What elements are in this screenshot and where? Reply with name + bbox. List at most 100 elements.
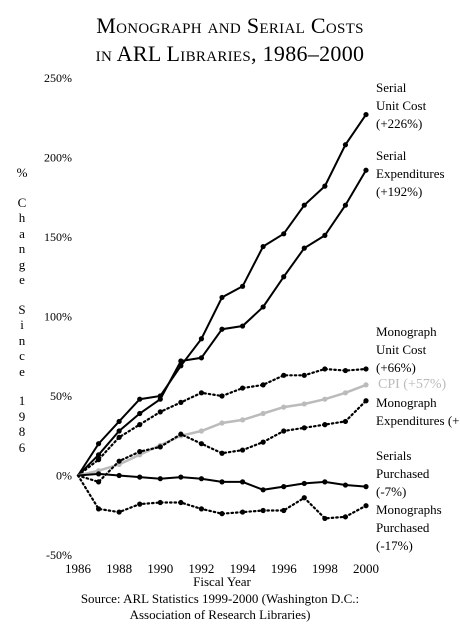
y-axis-label-word: % [16, 165, 28, 180]
y-tick-label: 50% [50, 389, 72, 403]
x-tick-label: 2000 [353, 561, 379, 576]
data-point [239, 479, 246, 485]
series-label: (+192%) [376, 184, 422, 199]
y-tick-label: -50% [46, 548, 72, 562]
chart-title-line-2: in ARL Libraries, 1986–2000 [95, 41, 365, 66]
data-point [363, 111, 369, 118]
x-axis-label: Fiscal Year [193, 574, 251, 589]
data-point [322, 183, 328, 189]
data-point [219, 450, 225, 456]
data-point [95, 452, 102, 458]
data-point [239, 509, 246, 515]
data-point [260, 439, 266, 445]
data-point [281, 274, 287, 280]
x-tick-label: 1986 [65, 561, 92, 576]
data-point [342, 418, 349, 425]
data-point [95, 506, 102, 512]
data-point [116, 472, 122, 479]
data-point [363, 382, 369, 388]
data-point [178, 474, 184, 480]
data-point [322, 422, 328, 428]
series-label: Purchased [376, 466, 430, 481]
data-point [260, 507, 266, 514]
data-point [301, 372, 307, 378]
data-point [281, 428, 287, 434]
data-point [342, 482, 349, 488]
data-point [198, 390, 205, 396]
data-point [239, 323, 246, 329]
series-label: (+66%) [376, 360, 416, 375]
data-point [95, 471, 102, 477]
series-label: CPI (+57%) [378, 377, 447, 392]
data-point [239, 417, 246, 423]
source-line-1: Source: ARL Statistics 1999-2000 (Washin… [80, 591, 360, 606]
data-point [157, 409, 163, 415]
data-point [219, 511, 225, 517]
data-point [137, 474, 143, 480]
series-label: (-17%) [376, 538, 413, 553]
data-point [198, 336, 205, 342]
data-point [198, 506, 205, 512]
data-point [260, 382, 266, 388]
data-point [219, 420, 225, 426]
data-point [219, 393, 225, 399]
data-point [322, 232, 328, 239]
data-point [198, 355, 205, 361]
data-point [116, 509, 122, 515]
source-line-2: Association of Research Libraries) [129, 607, 311, 622]
data-point [137, 501, 143, 507]
data-point [301, 245, 307, 251]
series-label: (+226%) [376, 116, 422, 131]
data-point [363, 398, 369, 404]
data-point [178, 431, 184, 437]
chart-title-line-1: Monograph and Serial Costs [96, 13, 364, 38]
data-point [198, 476, 205, 482]
data-point [116, 458, 122, 464]
data-point [178, 499, 184, 506]
data-point [342, 142, 349, 148]
data-point [281, 484, 287, 490]
series-label: Unit Cost [376, 98, 427, 113]
series-label: Monographs [376, 502, 442, 517]
data-point [342, 367, 349, 374]
series-label: Monograph [376, 324, 437, 339]
series-label: Monograph [376, 395, 437, 410]
x-tick-label: 1996 [271, 561, 298, 576]
data-point [116, 418, 122, 425]
data-point [116, 428, 122, 434]
series-label: Serials [376, 448, 411, 463]
data-point [239, 447, 246, 453]
data-point [301, 401, 307, 407]
data-point [260, 243, 266, 250]
data-point [301, 425, 307, 431]
data-point [342, 514, 349, 520]
y-tick-label: 150% [44, 230, 72, 244]
line-chart: -50% 0% 50% 100% 150% 200% 250% 1986 1988 1990 199… [44, 71, 460, 589]
data-point [137, 449, 143, 455]
data-point [219, 326, 225, 332]
data-point [239, 385, 246, 391]
data-point [95, 479, 102, 485]
x-tick-label: 1988 [106, 561, 132, 576]
data-point [178, 358, 184, 364]
x-tick-label: 1992 [188, 561, 214, 576]
y-tick-label: 0% [56, 469, 72, 483]
data-point [198, 428, 205, 434]
data-point [342, 202, 349, 208]
data-point [157, 476, 163, 482]
data-point [363, 503, 369, 509]
data-point [137, 422, 143, 428]
data-point [178, 399, 184, 405]
y-tick-label: 200% [44, 151, 72, 165]
data-point [95, 441, 102, 447]
data-point [322, 515, 328, 522]
data-point [281, 404, 287, 410]
data-point [239, 283, 246, 289]
data-point [260, 487, 266, 493]
data-point [322, 396, 328, 402]
data-point [95, 457, 102, 463]
data-point [116, 434, 122, 440]
data-point [157, 499, 163, 506]
